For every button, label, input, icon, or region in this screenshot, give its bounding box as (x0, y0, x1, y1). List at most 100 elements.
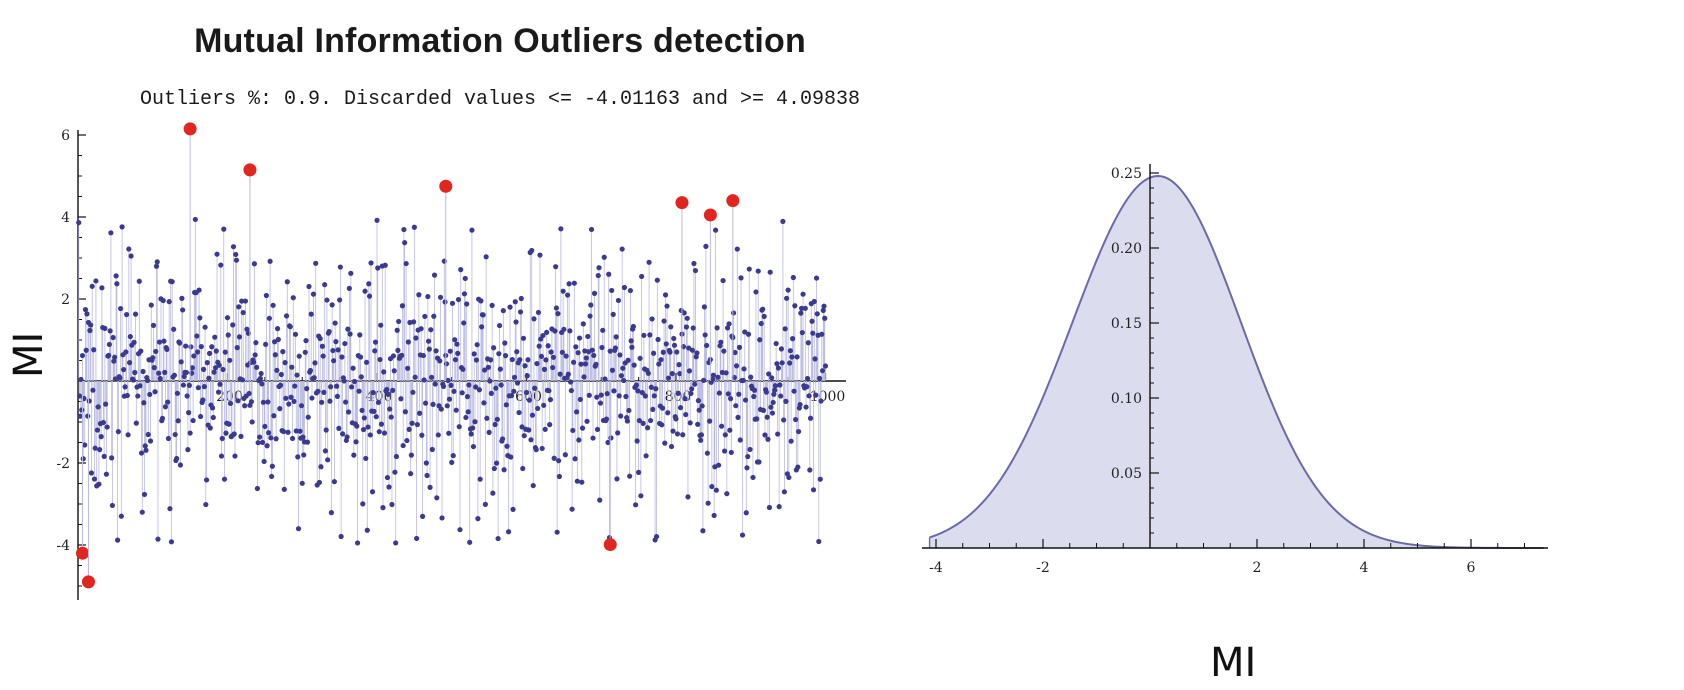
data-point (485, 364, 491, 370)
data-point (236, 304, 242, 310)
outlier-point (81, 575, 95, 589)
data-point (220, 366, 226, 373)
data-point (268, 435, 274, 441)
data-point (634, 438, 640, 444)
data-point (106, 341, 112, 348)
data-point (470, 443, 477, 450)
data-point (150, 322, 157, 328)
data-point (587, 313, 593, 319)
data-point (414, 535, 420, 542)
data-point (568, 387, 574, 394)
data-point (743, 510, 749, 516)
data-point (663, 341, 669, 347)
data-point (180, 307, 186, 313)
data-point (531, 316, 537, 322)
data-point (649, 316, 655, 322)
data-point (616, 393, 622, 399)
data-point (103, 401, 109, 407)
data-point (153, 263, 160, 269)
data-point (93, 278, 99, 284)
data-point (372, 339, 379, 345)
data-point (209, 405, 216, 411)
data-point (282, 360, 288, 366)
data-point (449, 459, 455, 466)
data-point (719, 369, 725, 376)
data-point (615, 297, 622, 304)
data-point (102, 325, 108, 332)
data-point (682, 396, 688, 402)
right-x-tick-label: -4 (929, 560, 943, 576)
data-point (305, 414, 311, 420)
data-point (168, 539, 175, 545)
data-point (393, 453, 400, 460)
data-point (87, 327, 93, 334)
data-point (240, 309, 246, 316)
data-point (140, 368, 146, 375)
data-point (291, 398, 297, 405)
data-point (385, 391, 391, 397)
data-point (668, 443, 675, 450)
data-point (346, 285, 352, 291)
data-point (111, 358, 117, 364)
data-point (405, 339, 411, 345)
data-point (376, 429, 382, 435)
data-point (289, 364, 295, 370)
data-point (736, 391, 742, 397)
data-point (165, 399, 171, 405)
data-point (720, 277, 726, 284)
data-point (656, 361, 662, 367)
right-y-tick-label: 0.25 (1111, 166, 1142, 182)
data-point (254, 485, 260, 492)
data-point (348, 270, 354, 276)
data-point (175, 418, 181, 424)
data-point (489, 302, 495, 308)
data-point (103, 471, 110, 477)
data-point (239, 377, 246, 383)
data-point (253, 340, 259, 346)
data-point (440, 383, 447, 389)
data-point (548, 349, 554, 355)
data-point (765, 436, 771, 442)
data-point (475, 516, 481, 522)
data-point (602, 376, 608, 382)
data-point (667, 349, 673, 355)
data-point (674, 431, 681, 437)
data-point (227, 400, 234, 407)
data-point (101, 453, 107, 459)
data-point (119, 224, 125, 230)
data-point (266, 430, 272, 436)
data-point (589, 347, 595, 353)
data-point (716, 462, 722, 468)
data-point (357, 332, 363, 338)
data-point (77, 413, 83, 419)
data-point (299, 480, 305, 486)
data-point (160, 297, 166, 304)
outlier-point (183, 122, 197, 136)
data-point (476, 387, 483, 393)
density-area (929, 176, 1546, 548)
data-point (643, 453, 649, 459)
data-point (198, 343, 204, 350)
data-point (648, 384, 654, 390)
data-point (386, 484, 392, 490)
data-point (498, 382, 504, 388)
data-point (699, 403, 705, 409)
data-point (565, 371, 571, 377)
data-point (638, 493, 644, 499)
data-point (645, 370, 651, 376)
data-point (647, 332, 653, 338)
data-point (787, 348, 793, 354)
data-point (370, 389, 376, 396)
data-point (795, 428, 802, 435)
data-point (806, 393, 812, 399)
data-point (517, 309, 524, 315)
data-point (569, 506, 575, 512)
data-point (322, 282, 328, 288)
data-point (534, 360, 540, 367)
data-point (125, 432, 131, 438)
outlier-point (703, 208, 717, 222)
data-point (804, 384, 810, 390)
data-point (338, 533, 344, 540)
data-point (557, 371, 563, 377)
data-point (633, 502, 639, 508)
